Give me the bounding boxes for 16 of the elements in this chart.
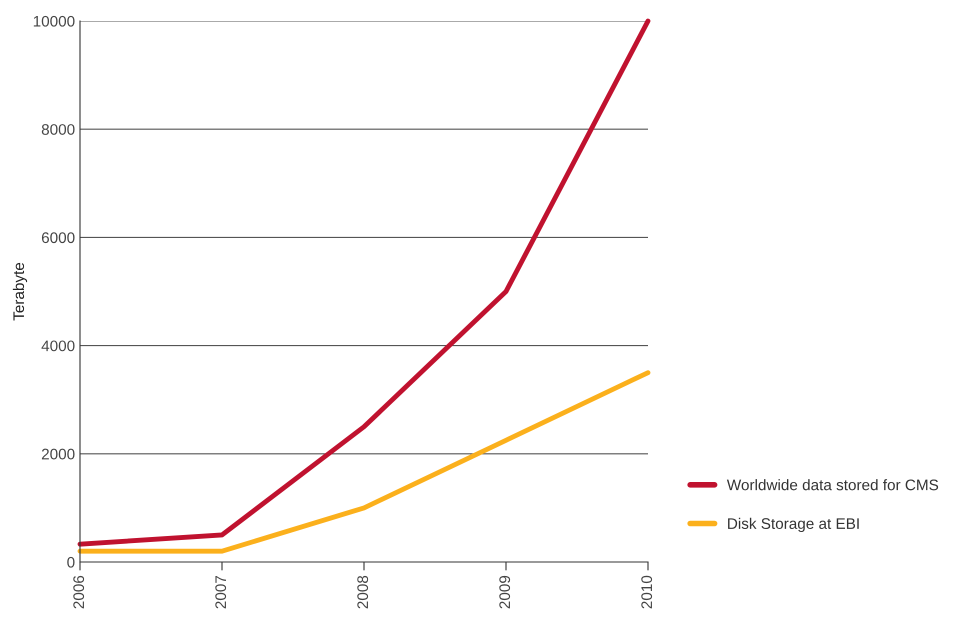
y-tick-label: 10000: [34, 16, 75, 27]
x-tick-label: 2010: [641, 576, 652, 608]
x-tick-label: 2009: [499, 576, 510, 608]
line-series: [78, 370, 650, 554]
x-tick-label: 2007: [215, 576, 226, 608]
y-tick-label: 0: [67, 556, 75, 568]
y-tick-label: 2000: [42, 448, 75, 460]
legend-label: Disk Storage at EBI: [728, 518, 859, 532]
x-tick-label: 2006: [73, 576, 84, 608]
legend-label: Worldwide data stored for CMS: [726, 479, 938, 490]
y-tick-label: 4000: [42, 340, 75, 352]
y-tick-label: 8000: [42, 124, 75, 135]
y-tick-label: 6000: [42, 232, 75, 244]
x-tick-label: 2008: [357, 576, 368, 608]
y-axis-title: Terabyte: [12, 262, 28, 320]
line-series: [78, 18, 650, 547]
